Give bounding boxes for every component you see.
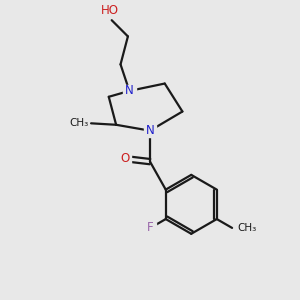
Bar [119,153,131,165]
Text: CH₃: CH₃ [237,223,256,233]
Text: F: F [147,221,154,234]
Text: N: N [146,124,154,137]
Bar [143,125,157,136]
Text: N: N [125,84,134,98]
Text: HO: HO [101,4,119,17]
Bar [145,223,156,233]
Text: CH₃: CH₃ [70,118,89,128]
Text: O: O [120,152,130,165]
Bar [123,85,136,97]
